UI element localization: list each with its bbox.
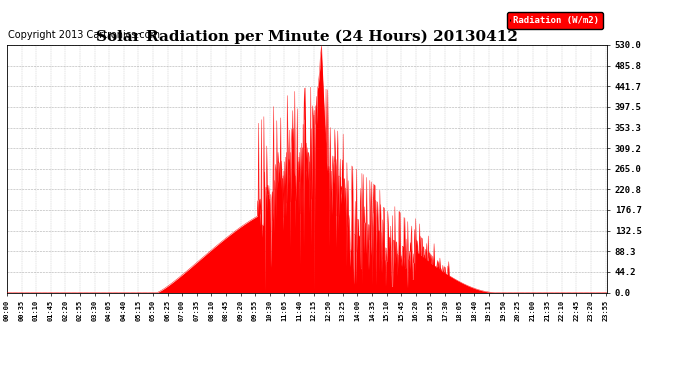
Legend: Radiation (W/m2): Radiation (W/m2) bbox=[506, 12, 602, 28]
Title: Solar Radiation per Minute (24 Hours) 20130412: Solar Radiation per Minute (24 Hours) 20… bbox=[96, 30, 518, 44]
Text: Copyright 2013 Cartronics.com: Copyright 2013 Cartronics.com bbox=[8, 30, 159, 40]
